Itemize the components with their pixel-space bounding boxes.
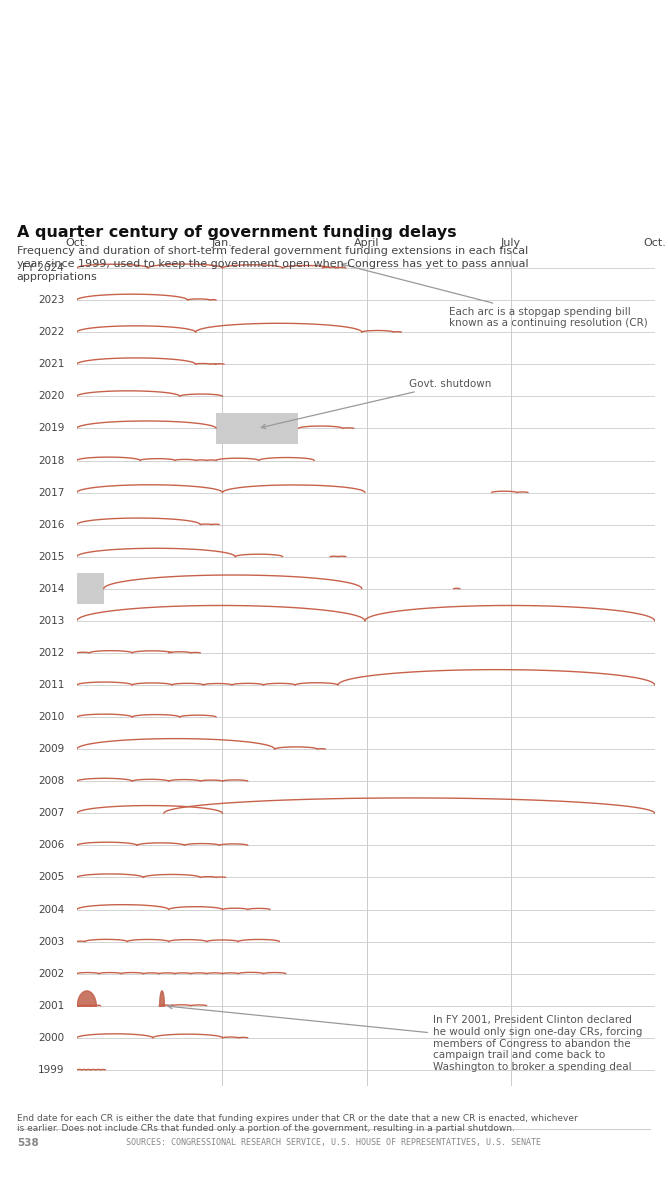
Text: 2023: 2023 — [38, 295, 64, 305]
Text: 2013: 2013 — [38, 616, 64, 626]
Text: 2006: 2006 — [38, 840, 64, 851]
Text: 2019: 2019 — [38, 424, 64, 433]
Text: 2002: 2002 — [38, 968, 64, 979]
Text: 2001: 2001 — [38, 1001, 64, 1010]
Text: 2012: 2012 — [38, 648, 64, 658]
Text: 1999: 1999 — [37, 1064, 64, 1075]
Text: Frequency and duration of short-term federal government funding extensions in ea: Frequency and duration of short-term fed… — [17, 246, 528, 282]
Text: 2008: 2008 — [38, 776, 64, 786]
Bar — [77, 574, 104, 605]
Text: 2004: 2004 — [38, 905, 64, 914]
Text: 2011: 2011 — [38, 680, 64, 690]
Text: 2022: 2022 — [38, 328, 64, 337]
Text: FY 2024: FY 2024 — [23, 263, 64, 274]
Text: 2016: 2016 — [38, 520, 64, 529]
Text: 2005: 2005 — [38, 872, 64, 882]
Text: End date for each CR is either the date that funding expires under that CR or th: End date for each CR is either the date … — [17, 1114, 577, 1133]
Text: 2000: 2000 — [38, 1033, 64, 1043]
Text: 538: 538 — [17, 1138, 39, 1147]
Text: SOURCES: CONGRESSIONAL RESEARCH SERVICE, U.S. HOUSE OF REPRESENTATIVES, U.S. SEN: SOURCES: CONGRESSIONAL RESEARCH SERVICE,… — [126, 1138, 542, 1147]
Text: 2017: 2017 — [38, 487, 64, 498]
Text: 2009: 2009 — [38, 744, 64, 754]
Text: 2014: 2014 — [38, 584, 64, 594]
Text: Each arc is a stopgap spending bill
known as a continuing resolution (CR): Each arc is a stopgap spending bill know… — [342, 263, 647, 328]
Text: In FY 2001, President Clinton declared
he would only sign one-day CRs, forcing
m: In FY 2001, President Clinton declared h… — [168, 1004, 643, 1072]
Text: 2007: 2007 — [38, 809, 64, 818]
Bar — [216, 413, 299, 444]
Text: 2018: 2018 — [38, 456, 64, 466]
Text: 2021: 2021 — [38, 359, 64, 370]
Text: 2020: 2020 — [38, 391, 64, 401]
Text: A quarter century of government funding delays: A quarter century of government funding … — [17, 226, 456, 240]
Text: 2015: 2015 — [38, 552, 64, 562]
Text: 2010: 2010 — [38, 712, 64, 722]
Text: Govt. shutdown: Govt. shutdown — [261, 378, 492, 428]
Text: 2003: 2003 — [38, 937, 64, 947]
